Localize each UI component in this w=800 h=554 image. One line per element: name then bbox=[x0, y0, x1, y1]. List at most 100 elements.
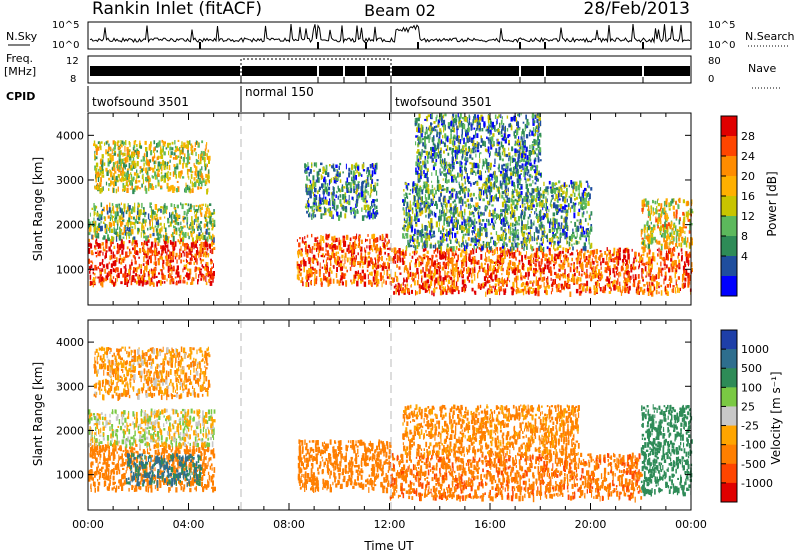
power-echo-cell bbox=[515, 220, 518, 224]
power-echo-cell bbox=[110, 171, 113, 175]
power-echo-cell bbox=[600, 271, 603, 275]
power-echo-cell bbox=[446, 203, 448, 208]
power-echo-cell bbox=[105, 250, 108, 253]
power-echo-cell bbox=[146, 171, 149, 175]
power-echo-cell bbox=[671, 248, 674, 254]
power-echo-cell bbox=[208, 244, 210, 249]
power-echo-cell bbox=[399, 272, 402, 275]
power-echo-cell bbox=[202, 265, 205, 269]
power-echo-cell bbox=[428, 268, 430, 275]
power-echo-cell bbox=[309, 257, 311, 262]
power-echo-cell bbox=[420, 258, 422, 262]
power-echo-cell bbox=[580, 263, 583, 269]
power-echo-cell bbox=[202, 178, 205, 183]
power-echo-cell bbox=[622, 249, 626, 254]
power-echo-cell bbox=[538, 256, 540, 259]
power-echo-cell bbox=[210, 268, 212, 273]
power-echo-cell bbox=[167, 186, 170, 192]
power-echo-cell bbox=[499, 280, 501, 283]
power-echo-cell bbox=[370, 185, 372, 191]
power-echo-cell bbox=[209, 222, 212, 225]
power-echo-cell bbox=[112, 251, 114, 255]
power-echo-cell bbox=[109, 153, 112, 158]
power-echo-cell bbox=[444, 188, 446, 191]
power-echo-cell bbox=[319, 243, 322, 248]
power-echo-cell bbox=[184, 203, 187, 206]
power-echo-cell bbox=[617, 256, 620, 261]
power-echo-cell bbox=[365, 209, 367, 212]
power-echo-cell bbox=[416, 192, 419, 197]
power-echo-cell bbox=[336, 267, 338, 273]
power-echo-cell bbox=[475, 233, 477, 239]
power-echo-cell bbox=[551, 194, 554, 197]
power-echo-cell bbox=[167, 236, 170, 243]
power-echo-cell bbox=[633, 267, 635, 271]
power-echo-cell bbox=[116, 276, 118, 282]
freq-gap bbox=[365, 65, 367, 77]
power-echo-cell bbox=[101, 281, 104, 288]
power-echo-cell bbox=[163, 275, 166, 280]
power-echo-cell bbox=[616, 252, 619, 256]
power-echo-cell bbox=[339, 194, 342, 198]
power-echo-cell bbox=[429, 284, 432, 289]
power-echo-cell bbox=[325, 270, 328, 274]
power-echo-cell bbox=[535, 202, 539, 208]
power-echo-cell bbox=[450, 258, 452, 264]
power-echo-cell bbox=[461, 270, 463, 275]
power-echo-cell bbox=[669, 283, 671, 288]
power-echo-cell bbox=[149, 166, 152, 170]
power-echo-cell bbox=[472, 220, 474, 226]
power-echo-cell bbox=[349, 257, 352, 262]
power-echo-cell bbox=[581, 263, 584, 269]
power-echo-cell bbox=[516, 287, 519, 293]
power-echo-cell bbox=[301, 259, 303, 265]
power-echo-cell bbox=[592, 260, 595, 265]
power-echo-cell bbox=[172, 235, 175, 242]
power-echo-cell bbox=[209, 216, 212, 222]
power-echo-cell bbox=[462, 262, 465, 267]
power-echo-cell bbox=[161, 162, 164, 166]
power-echo-cell bbox=[346, 269, 348, 273]
power-echo-cell bbox=[118, 155, 121, 160]
power-echo-cell bbox=[189, 268, 192, 275]
power-echo-cell bbox=[375, 164, 377, 169]
power-echo-cell bbox=[105, 275, 107, 279]
power-echo-cell bbox=[174, 222, 177, 225]
power-echo-cell bbox=[562, 196, 565, 202]
power-echo-cell bbox=[624, 255, 627, 259]
power-echo-cell bbox=[361, 164, 364, 169]
power-echo-cell bbox=[532, 282, 534, 287]
power-echo-cell bbox=[165, 147, 168, 150]
power-echo-cell bbox=[117, 244, 121, 250]
power-echo-cell bbox=[169, 215, 172, 218]
power-echo-cell bbox=[423, 181, 426, 185]
power-echo-cell bbox=[556, 211, 559, 215]
power-echo-cell bbox=[578, 241, 580, 244]
power-echo-cell bbox=[574, 198, 576, 201]
power-echo-cell bbox=[155, 221, 158, 225]
power-echo-cell bbox=[408, 209, 411, 213]
power-echo-cell bbox=[142, 212, 145, 215]
power-echo-cell bbox=[364, 185, 366, 192]
power-echo-cell bbox=[129, 155, 132, 161]
power-echo-cell bbox=[162, 259, 165, 265]
power-echo-cell bbox=[178, 227, 181, 232]
power-echo-cell bbox=[175, 174, 177, 179]
power-echo-cell bbox=[638, 263, 641, 268]
power-echo-cell bbox=[167, 178, 170, 182]
power-echo-cell bbox=[588, 241, 590, 245]
power-echo-cell bbox=[175, 282, 178, 286]
power-echo-cell bbox=[194, 211, 196, 214]
power-echo-cell bbox=[442, 253, 445, 260]
power-echo-cell bbox=[347, 260, 349, 263]
power-echo-cell bbox=[416, 280, 419, 286]
power-echo-cell bbox=[373, 163, 375, 168]
power-echo-cell bbox=[88, 232, 91, 236]
power-echo-cell bbox=[452, 212, 455, 218]
power-echo-cell bbox=[493, 240, 495, 245]
power-echo-cell bbox=[349, 191, 352, 194]
power-echo-cell bbox=[344, 252, 347, 258]
power-echo-cell bbox=[133, 153, 135, 157]
power-echo-cell bbox=[107, 161, 110, 167]
power-echo-cell bbox=[514, 256, 517, 259]
